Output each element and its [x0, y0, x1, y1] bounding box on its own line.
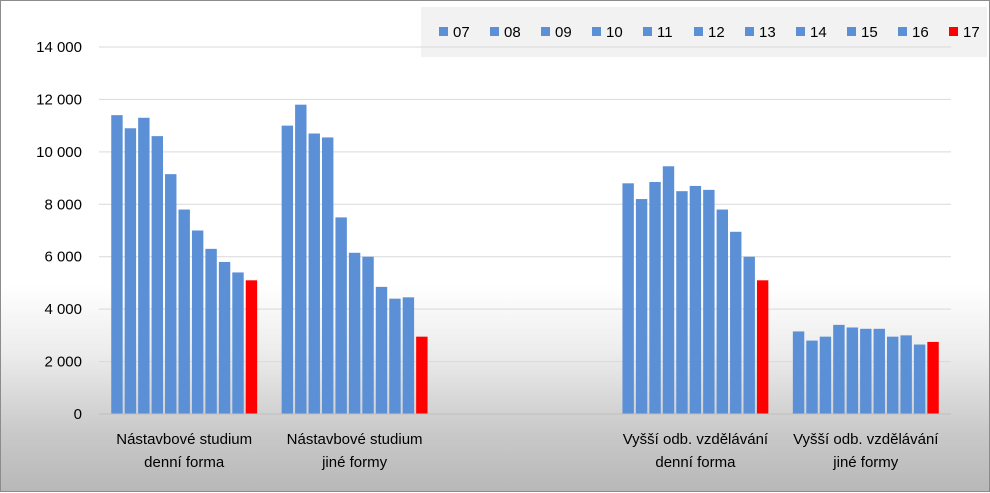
bar-08	[124, 128, 137, 414]
bar-10	[833, 324, 845, 414]
legend-label-10: 10	[606, 24, 623, 41]
legend-label-08: 08	[504, 24, 521, 41]
bar-07	[622, 183, 634, 414]
bar-09	[819, 336, 832, 414]
legend-swatch-17	[949, 27, 958, 36]
legend-label-09: 09	[555, 24, 572, 41]
bar-16	[743, 256, 755, 414]
legend-swatch-12	[694, 27, 703, 36]
category-label: Vyšší odb. vzdělávání	[623, 431, 769, 448]
bar-08	[806, 340, 818, 414]
y-tick-label: 2 000	[44, 354, 82, 371]
legend-background	[421, 7, 987, 57]
category-label: jiné formy	[832, 454, 899, 471]
bar-10	[151, 136, 163, 414]
y-tick-label: 4 000	[44, 301, 82, 318]
bar-09	[138, 117, 150, 415]
bar-10	[662, 166, 675, 414]
bar-07	[792, 331, 805, 414]
bar-15	[900, 335, 912, 414]
x-axis-labels: Nástavbové studium denní forma Nástavbové …	[116, 431, 939, 471]
bar-10	[322, 137, 334, 415]
legend-swatch-08	[490, 27, 499, 36]
bar-11	[846, 327, 859, 414]
bar-14	[375, 286, 388, 414]
bar-15	[730, 231, 742, 414]
bar-09	[308, 133, 320, 414]
legend-label-11: 11	[657, 24, 673, 41]
y-tick-label: 0	[74, 406, 82, 423]
bar-12	[348, 252, 361, 414]
bar-13	[873, 328, 885, 414]
bar-11	[335, 217, 347, 414]
bar-17	[245, 280, 258, 414]
legend-label-16: 16	[912, 24, 929, 41]
bar-08	[635, 199, 648, 414]
bar-16	[913, 344, 926, 414]
legend-swatch-11	[643, 27, 652, 36]
legend-label-14: 14	[810, 24, 827, 41]
bar-16	[232, 272, 244, 414]
bar-12	[860, 328, 872, 414]
bar-12	[178, 209, 190, 414]
y-tick-label: 10 000	[36, 144, 82, 161]
bar-13	[191, 230, 204, 414]
bar-08	[295, 104, 307, 415]
bar-12	[689, 185, 702, 414]
bar-13	[362, 256, 374, 414]
legend-swatch-10	[592, 27, 601, 36]
y-tick-label: 8 000	[44, 196, 82, 213]
bar-13	[703, 189, 715, 414]
y-tick-label: 12 000	[36, 91, 82, 108]
bar-15	[218, 261, 231, 414]
category-label: denní forma	[655, 454, 736, 471]
bar-14	[205, 248, 217, 414]
y-axis: 0 2 000 4 000 6 000 8 000 10 000 12 000 14 000	[36, 39, 82, 423]
bar-11	[165, 174, 177, 414]
legend-swatch-15	[847, 27, 856, 36]
legend-label-07: 07	[453, 24, 470, 41]
legend-swatch-13	[745, 27, 754, 36]
bar-16	[402, 297, 415, 414]
legend-swatch-07	[439, 27, 448, 36]
legend-label-12: 12	[708, 24, 725, 41]
category-label: Vyšší odb. vzdělávání	[793, 431, 939, 448]
category-label: jiné formy	[321, 454, 388, 471]
y-tick-label: 14 000	[36, 39, 82, 56]
bar-14	[887, 336, 899, 414]
legend: 07 08 09 10 11 12 13 14 15 16 17	[439, 24, 980, 41]
category-label: denní forma	[144, 454, 225, 471]
bar-11	[676, 191, 688, 414]
y-tick-label: 6 000	[44, 249, 82, 266]
bars	[111, 104, 939, 415]
bar-14	[716, 209, 728, 414]
category-label: Nástavbové studium	[116, 431, 252, 448]
bar-07	[111, 115, 123, 415]
legend-swatch-09	[541, 27, 550, 36]
bar-17	[756, 280, 769, 414]
legend-swatch-14	[796, 27, 805, 36]
category-label: Nástavbové studium	[287, 431, 423, 448]
legend-label-17: 17	[963, 24, 980, 41]
legend-label-15: 15	[861, 24, 878, 41]
legend-swatch-16	[898, 27, 907, 36]
legend-label-13: 13	[759, 24, 776, 41]
bar-17	[416, 336, 428, 414]
bar-17	[927, 341, 939, 414]
bar-07	[281, 125, 294, 415]
bar-09	[649, 182, 661, 414]
bar-15	[389, 298, 401, 414]
